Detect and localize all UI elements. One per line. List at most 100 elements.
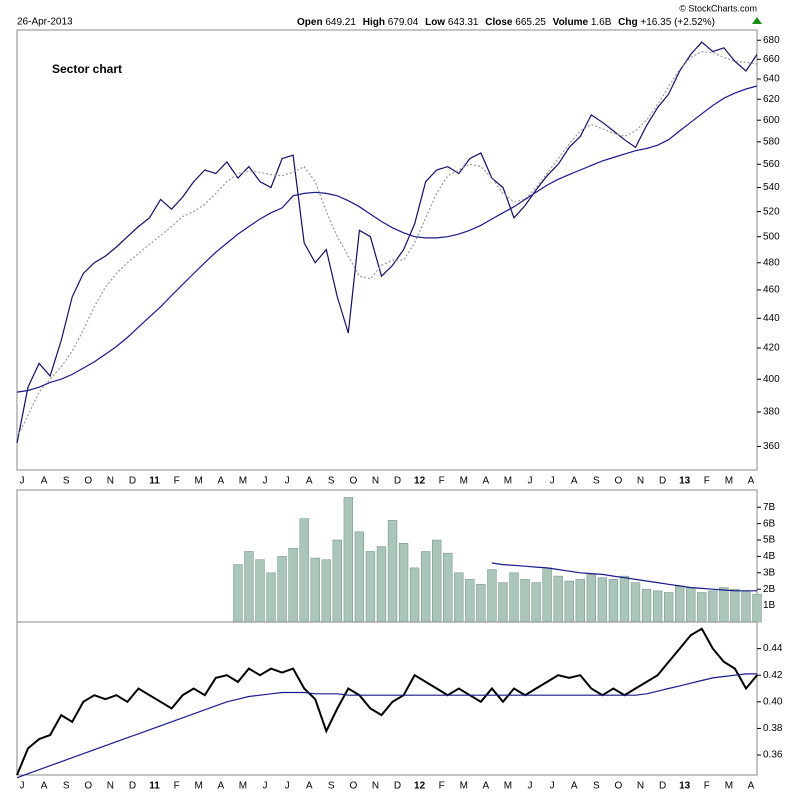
y-tick-label: 5B xyxy=(763,535,776,546)
x-tick-label: J xyxy=(528,476,533,487)
x-tick-label: M xyxy=(725,781,733,792)
x-tick-label: O xyxy=(615,781,623,792)
x-tick-label: A xyxy=(483,781,490,792)
x-tick-label: M xyxy=(504,781,512,792)
volume-bar xyxy=(630,582,641,623)
volume-bar xyxy=(686,587,696,623)
volume-bar xyxy=(509,572,519,623)
value: 1.6B xyxy=(591,17,612,28)
x-tick-label: S xyxy=(328,781,335,792)
volume-bar xyxy=(443,552,453,623)
x-tick-label: J xyxy=(20,781,25,792)
y-tick-label: 0.38 xyxy=(763,723,783,734)
label: Low xyxy=(425,17,445,28)
y-tick-label: 520 xyxy=(763,206,780,217)
volume-bar xyxy=(697,592,707,623)
x-tick-label: F xyxy=(439,476,445,487)
x-tick-label: 13 xyxy=(679,781,691,792)
x-tick-label: O xyxy=(349,476,357,487)
panel-frame xyxy=(16,621,758,776)
label: Chg xyxy=(618,17,637,28)
x-tick-label: N xyxy=(107,476,114,487)
x-tick-label: S xyxy=(63,476,70,487)
x-tick-label: D xyxy=(394,476,401,487)
y-tick-label: 380 xyxy=(763,407,780,418)
volume-bar xyxy=(586,574,596,623)
value: +16.35 xyxy=(640,17,671,28)
y-tick-label: 3B xyxy=(763,567,776,578)
y-tick-label: 6B xyxy=(763,518,776,529)
series-line xyxy=(16,673,757,779)
y-tick-label: 0.44 xyxy=(763,643,783,654)
volume-bar xyxy=(310,557,320,623)
y-tick-label: 0.36 xyxy=(763,750,783,761)
y-tick-label: 360 xyxy=(763,441,780,452)
volume-bar xyxy=(398,543,409,623)
volume-bar xyxy=(619,575,630,623)
volume-bar xyxy=(420,551,431,623)
x-tick-label: A xyxy=(748,781,755,792)
volume-bar xyxy=(244,551,254,623)
y-tick-label: 400 xyxy=(763,374,780,385)
x-tick-label: N xyxy=(372,781,379,792)
volume-bar xyxy=(432,539,442,623)
x-tick-label: O xyxy=(349,781,357,792)
volume-bar xyxy=(741,590,751,623)
x-tick-label: F xyxy=(439,781,445,792)
y-tick-label: 680 xyxy=(763,35,780,46)
label: Close xyxy=(485,17,513,28)
volume-bar xyxy=(675,585,685,623)
x-tick-label: A xyxy=(571,781,578,792)
value: 643.31 xyxy=(448,17,479,28)
volume-bar xyxy=(663,592,674,623)
volume-bar xyxy=(575,579,585,623)
value: (+2.52%) xyxy=(674,17,715,28)
volume-bar xyxy=(730,588,740,623)
x-tick-label: F xyxy=(174,476,180,487)
x-tick-label: M xyxy=(725,476,733,487)
x-tick-label: D xyxy=(659,476,666,487)
x-tick-label: M xyxy=(239,781,247,792)
y-tick-label: 500 xyxy=(763,231,780,242)
x-tick-label: 12 xyxy=(414,781,426,792)
volume-bar xyxy=(365,551,376,623)
x-tick-label: J xyxy=(285,476,290,487)
volume-bar xyxy=(608,579,619,623)
volume-bar xyxy=(564,580,574,623)
x-tick-label: A xyxy=(571,476,578,487)
x-tick-label: J xyxy=(550,476,555,487)
credit: © StockCharts.com xyxy=(679,3,757,13)
volume-bar xyxy=(498,582,508,623)
y-tick-label: 460 xyxy=(763,285,780,296)
y-tick-label: 1B xyxy=(763,600,776,611)
x-tick-label: A xyxy=(306,476,313,487)
y-tick-label: 440 xyxy=(763,313,780,324)
x-tick-label: J xyxy=(262,781,267,792)
volume-bar xyxy=(652,590,663,623)
y-tick-label: 580 xyxy=(763,136,780,147)
volume-bar xyxy=(321,559,331,623)
volume-bar xyxy=(266,572,276,623)
x-tick-label: N xyxy=(637,476,644,487)
series-line xyxy=(16,85,758,393)
annotation: Sector chart xyxy=(52,62,122,76)
x-tick-label: J xyxy=(262,476,267,487)
volume-bar xyxy=(465,579,475,623)
y-tick-label: 560 xyxy=(763,159,780,170)
volume-bar xyxy=(233,564,243,623)
volume-bar xyxy=(288,547,298,623)
panel-frame xyxy=(16,29,758,471)
x-tick-label: A xyxy=(217,781,224,792)
y-tick-label: 640 xyxy=(763,74,780,85)
date: 26-Apr-2013 xyxy=(17,17,73,28)
x-tick-label: D xyxy=(129,476,136,487)
series-line xyxy=(16,41,758,444)
x-tick-label: 13 xyxy=(679,476,691,487)
y-tick-label: 540 xyxy=(763,182,780,193)
x-tick-label: A xyxy=(41,781,48,792)
x-tick-label: S xyxy=(328,476,335,487)
volume-bar xyxy=(376,546,387,623)
x-tick-label: N xyxy=(637,781,644,792)
series-line xyxy=(491,562,757,592)
